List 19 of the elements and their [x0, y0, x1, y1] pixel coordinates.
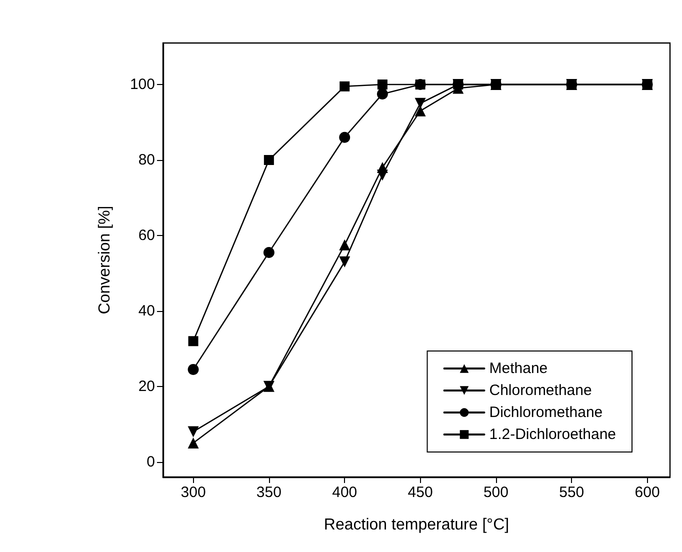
y-tick-label: 0: [146, 453, 155, 470]
legend-label: Methane: [489, 360, 548, 377]
x-tick-label: 300: [180, 484, 206, 501]
x-tick-label: 400: [332, 484, 358, 501]
y-tick-label: 20: [138, 378, 155, 395]
x-axis-title: Reaction temperature [°C]: [324, 516, 510, 534]
x-tick-label: 350: [256, 484, 282, 501]
x-tick-label: 500: [483, 484, 508, 501]
y-tick-label: 60: [138, 226, 155, 244]
y-tick-label: 80: [138, 151, 155, 168]
legend-label: Chloromethane: [489, 382, 592, 399]
legend-label: 1.2-Dichloroethane: [489, 426, 616, 443]
legend-label: Dichloromethane: [489, 404, 603, 421]
x-tick-label: 600: [634, 484, 660, 501]
y-tick-label: 100: [130, 76, 155, 94]
y-axis-title: Conversion [%]: [96, 206, 114, 314]
y-tick-label: 40: [138, 302, 155, 320]
x-tick-label: 550: [559, 484, 584, 501]
x-tick-label: 450: [408, 484, 433, 501]
